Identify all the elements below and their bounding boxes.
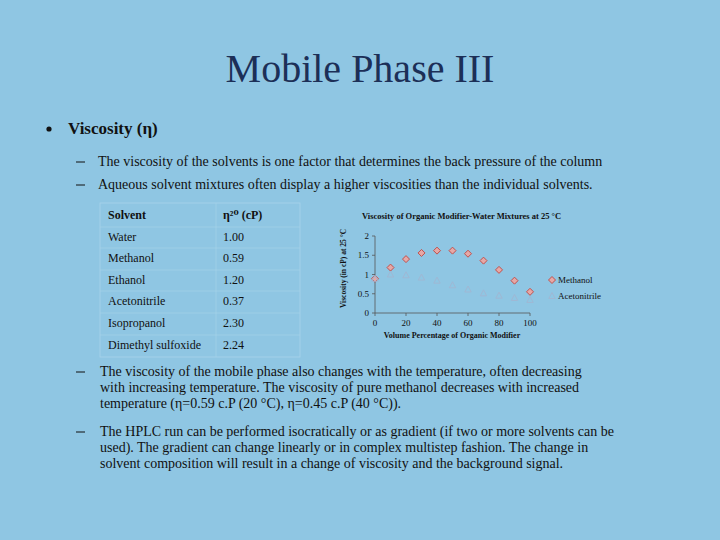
data-point bbox=[480, 257, 487, 264]
data-point bbox=[403, 272, 409, 278]
x-tick-label: 0 bbox=[373, 318, 378, 328]
x-tick-label: 40 bbox=[433, 318, 443, 328]
table-row-line bbox=[100, 248, 300, 249]
sub-bullet-dash bbox=[76, 162, 85, 163]
table-header: η²⁰ (cP) bbox=[223, 208, 262, 222]
table-cell: 2.24 bbox=[223, 338, 244, 352]
slide-title: Mobile Phase III bbox=[226, 46, 495, 91]
note-text: The HPLC run can be performed isocratica… bbox=[100, 424, 614, 440]
y-tick bbox=[372, 274, 375, 275]
legend: Methanol Acetonitrile bbox=[549, 275, 601, 301]
x-tick-label: 60 bbox=[464, 318, 474, 328]
x-tick bbox=[437, 313, 438, 316]
plot-area bbox=[372, 247, 534, 302]
y-axis-label: Viscosity (in cP) at 25 °C bbox=[339, 229, 348, 308]
table-cell: 0.37 bbox=[223, 294, 244, 308]
y-tick-label: 2 bbox=[365, 231, 370, 241]
note-text: used). The gradient can change linearly … bbox=[100, 440, 588, 456]
sub-bullet-text: The viscosity of the solvents is one fac… bbox=[98, 154, 602, 169]
data-point bbox=[527, 296, 533, 302]
note-text: solvent composition will result in a cha… bbox=[100, 456, 563, 471]
data-point bbox=[434, 247, 441, 254]
table-cell: 1.00 bbox=[223, 230, 244, 244]
table-row-line bbox=[100, 270, 300, 271]
y-tick bbox=[372, 313, 375, 314]
data-point bbox=[434, 277, 440, 283]
note-dash bbox=[76, 372, 85, 373]
legend-label: Methanol bbox=[558, 275, 593, 285]
chart: Viscosity of Organic Modifier-Water Mixt… bbox=[339, 211, 601, 340]
table-frame bbox=[100, 203, 300, 357]
data-point bbox=[387, 271, 393, 277]
x-tick bbox=[499, 313, 500, 316]
table-cell: Isopropanol bbox=[108, 316, 166, 330]
x-tick-label: 100 bbox=[523, 318, 537, 328]
data-point bbox=[449, 282, 455, 288]
note-text: The viscosity of the mobile phase also c… bbox=[100, 364, 582, 379]
chart-title: Viscosity of Organic Modifier-Water Mixt… bbox=[362, 211, 561, 221]
table-row-line bbox=[100, 313, 300, 314]
table-cell: Water bbox=[108, 230, 136, 244]
sub-bullet-text: Aqueous solvent mixtures often display a… bbox=[98, 177, 593, 192]
table-cell: Methanol bbox=[108, 251, 155, 265]
bullet-dot bbox=[46, 126, 51, 131]
y-tick-label: 0.5 bbox=[358, 289, 370, 299]
solvent-table: Solvent η²⁰ (cP) Water 1.00 Methanol 0.59 Etha… bbox=[100, 203, 300, 357]
note-dash bbox=[76, 432, 85, 433]
data-point bbox=[496, 292, 502, 298]
data-point bbox=[372, 275, 379, 282]
data-point bbox=[372, 275, 378, 281]
y-tick bbox=[372, 236, 375, 237]
x-tick bbox=[375, 313, 376, 316]
y-tick bbox=[372, 293, 375, 294]
table-cell: Acetonitrile bbox=[108, 294, 165, 308]
x-axis-label: Volume Percentage of Organic Modifier bbox=[384, 331, 521, 340]
y-tick-label: 0 bbox=[365, 308, 370, 318]
x-tick bbox=[468, 313, 469, 316]
table-cell: 1.20 bbox=[223, 273, 244, 287]
table-cell: 0.59 bbox=[223, 251, 244, 265]
y-tick-label: 1.5 bbox=[358, 250, 370, 260]
slide: Mobile Phase III Viscosity (η) The viscosi… bbox=[0, 0, 720, 540]
x-tick-label: 20 bbox=[402, 318, 412, 328]
x-tick bbox=[530, 313, 531, 316]
table-row-line bbox=[100, 291, 300, 292]
legend-marker bbox=[549, 277, 556, 284]
data-point bbox=[418, 274, 424, 280]
data-point bbox=[418, 249, 425, 256]
y-tick-label: 1 bbox=[365, 270, 370, 280]
x-axis bbox=[375, 313, 530, 314]
note-text: with increasing temperature. The viscosi… bbox=[100, 380, 579, 395]
table-cell: Dimethyl sulfoxide bbox=[108, 338, 201, 352]
bullet-text: Viscosity (η) bbox=[68, 119, 158, 138]
table-row-line bbox=[100, 227, 300, 228]
data-point bbox=[480, 290, 486, 296]
y-tick bbox=[372, 255, 375, 256]
data-point bbox=[449, 247, 456, 254]
table-cell: Ethanol bbox=[108, 273, 146, 287]
background bbox=[0, 0, 720, 540]
data-point bbox=[465, 286, 471, 292]
data-point bbox=[527, 288, 534, 295]
table-cell: 2.30 bbox=[223, 316, 244, 330]
x-tick-label: 80 bbox=[495, 318, 505, 328]
data-point bbox=[403, 256, 410, 263]
x-tick bbox=[406, 313, 407, 316]
sub-bullet-dash bbox=[76, 185, 85, 186]
data-point bbox=[511, 294, 517, 300]
data-point bbox=[465, 250, 472, 257]
note-text: temperature (η=0.59 c.P (20 °C), η=0.45 … bbox=[100, 396, 401, 412]
table-row-line bbox=[100, 335, 300, 336]
data-point bbox=[511, 277, 518, 284]
table-header: Solvent bbox=[108, 208, 146, 222]
legend-marker bbox=[549, 293, 555, 299]
data-point bbox=[496, 266, 503, 273]
legend-label: Acetonitrile bbox=[558, 291, 601, 301]
table-col-line bbox=[216, 203, 217, 357]
